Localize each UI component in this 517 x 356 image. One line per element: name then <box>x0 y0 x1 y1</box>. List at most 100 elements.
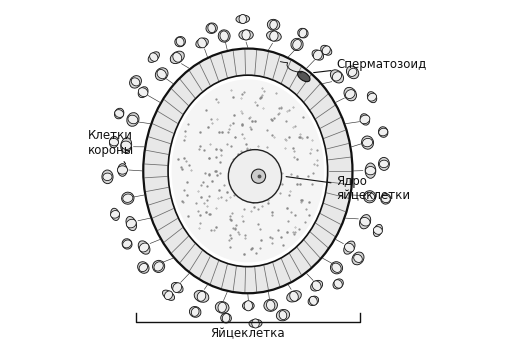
Ellipse shape <box>290 291 298 301</box>
Ellipse shape <box>236 15 250 23</box>
Ellipse shape <box>218 30 230 42</box>
Ellipse shape <box>266 300 275 310</box>
Ellipse shape <box>360 114 370 125</box>
Ellipse shape <box>373 224 383 236</box>
Ellipse shape <box>249 319 262 328</box>
Ellipse shape <box>360 115 370 124</box>
Ellipse shape <box>368 93 376 101</box>
Ellipse shape <box>172 79 324 262</box>
Polygon shape <box>143 48 353 293</box>
Ellipse shape <box>110 138 118 146</box>
Ellipse shape <box>218 302 226 313</box>
Ellipse shape <box>354 255 362 262</box>
Ellipse shape <box>312 281 321 290</box>
Ellipse shape <box>332 72 342 81</box>
Ellipse shape <box>221 313 232 323</box>
Ellipse shape <box>139 88 148 96</box>
Ellipse shape <box>334 280 342 288</box>
Ellipse shape <box>198 38 206 48</box>
Ellipse shape <box>344 241 355 254</box>
Ellipse shape <box>176 37 184 46</box>
Ellipse shape <box>175 37 186 47</box>
Ellipse shape <box>270 20 277 29</box>
Ellipse shape <box>131 78 140 86</box>
Ellipse shape <box>313 50 322 60</box>
Ellipse shape <box>348 68 357 77</box>
Ellipse shape <box>279 311 287 320</box>
Ellipse shape <box>359 215 371 229</box>
Ellipse shape <box>155 68 168 80</box>
Ellipse shape <box>208 24 216 33</box>
Ellipse shape <box>220 31 229 41</box>
Ellipse shape <box>360 218 370 226</box>
Ellipse shape <box>242 30 250 40</box>
Ellipse shape <box>173 53 182 62</box>
Ellipse shape <box>157 69 166 79</box>
Ellipse shape <box>138 262 149 273</box>
Ellipse shape <box>333 279 343 289</box>
Ellipse shape <box>330 70 344 83</box>
Ellipse shape <box>344 87 357 101</box>
Ellipse shape <box>364 193 375 201</box>
Ellipse shape <box>252 319 259 328</box>
Ellipse shape <box>117 166 128 174</box>
Ellipse shape <box>115 110 124 117</box>
Text: Клетки
короны: Клетки короны <box>88 129 134 164</box>
Ellipse shape <box>154 262 163 271</box>
Ellipse shape <box>363 191 376 203</box>
Ellipse shape <box>368 92 377 103</box>
Ellipse shape <box>229 150 282 203</box>
Ellipse shape <box>150 53 158 61</box>
Ellipse shape <box>148 52 159 62</box>
Ellipse shape <box>103 173 112 180</box>
Ellipse shape <box>138 241 150 254</box>
Ellipse shape <box>102 170 113 184</box>
Ellipse shape <box>139 243 149 252</box>
Ellipse shape <box>267 19 280 30</box>
Ellipse shape <box>111 210 119 218</box>
Ellipse shape <box>277 309 290 321</box>
Ellipse shape <box>162 290 175 300</box>
Ellipse shape <box>352 252 364 265</box>
Ellipse shape <box>270 31 278 41</box>
Ellipse shape <box>378 127 388 137</box>
Circle shape <box>251 169 266 183</box>
Ellipse shape <box>291 38 303 51</box>
Ellipse shape <box>206 23 217 33</box>
Ellipse shape <box>126 216 136 231</box>
Ellipse shape <box>267 31 281 41</box>
Ellipse shape <box>123 194 133 202</box>
Ellipse shape <box>344 243 354 252</box>
Ellipse shape <box>311 281 323 291</box>
Ellipse shape <box>222 314 230 323</box>
Ellipse shape <box>309 297 317 305</box>
Ellipse shape <box>244 301 252 311</box>
Ellipse shape <box>373 227 383 234</box>
Ellipse shape <box>362 138 373 147</box>
Ellipse shape <box>366 167 375 175</box>
Ellipse shape <box>299 29 307 38</box>
Ellipse shape <box>164 291 173 299</box>
Ellipse shape <box>122 239 132 249</box>
Ellipse shape <box>191 308 199 316</box>
Ellipse shape <box>173 283 181 292</box>
Ellipse shape <box>189 307 201 317</box>
Ellipse shape <box>111 208 119 220</box>
Ellipse shape <box>378 157 389 171</box>
Text: Ядро
яйцеклетки: Ядро яйцеклетки <box>286 175 410 203</box>
Ellipse shape <box>123 240 131 248</box>
Ellipse shape <box>215 302 229 313</box>
Ellipse shape <box>312 50 324 60</box>
Ellipse shape <box>126 219 136 228</box>
Ellipse shape <box>365 163 376 178</box>
Ellipse shape <box>171 282 183 293</box>
Ellipse shape <box>197 291 206 301</box>
Ellipse shape <box>138 87 148 98</box>
Ellipse shape <box>308 296 318 305</box>
Ellipse shape <box>346 66 359 79</box>
Ellipse shape <box>196 38 208 48</box>
Ellipse shape <box>330 262 343 274</box>
Ellipse shape <box>139 263 147 272</box>
Ellipse shape <box>379 160 388 168</box>
Ellipse shape <box>194 290 209 302</box>
